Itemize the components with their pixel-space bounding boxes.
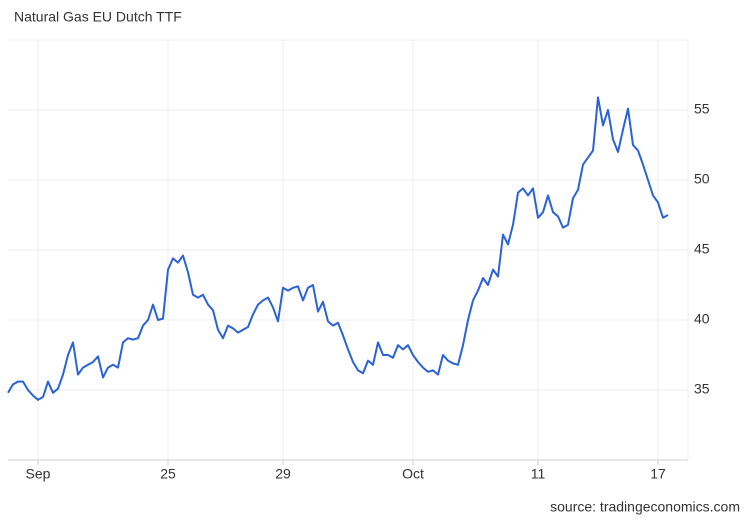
x-tick-label: 25: [160, 466, 176, 482]
x-tick-label: 29: [275, 466, 291, 482]
y-tick-label: 45: [694, 241, 710, 257]
y-tick-label: 50: [694, 171, 710, 187]
x-tick-label: Oct: [402, 466, 424, 482]
x-tick-label: 11: [531, 466, 546, 482]
x-tick-label: Sep: [26, 466, 51, 482]
y-tick-label: 35: [694, 381, 710, 397]
y-tick-label: 55: [694, 101, 710, 117]
y-tick-label: 40: [694, 311, 710, 327]
x-tick-label: 17: [650, 466, 666, 482]
source: source: tradingeconomics.com: [550, 499, 740, 515]
price-line: [7, 96, 669, 401]
chart-title: Natural Gas EU Dutch TTF: [14, 9, 182, 25]
